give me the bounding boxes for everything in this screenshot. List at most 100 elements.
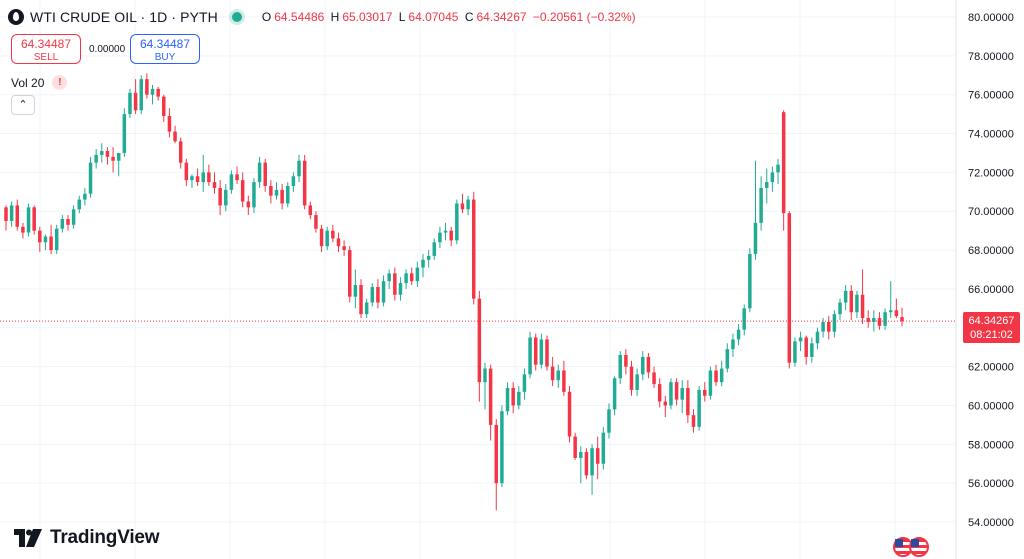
candle-body — [218, 187, 222, 206]
candle-body — [122, 114, 127, 153]
buy-label: BUY — [154, 52, 176, 63]
candle-body — [494, 424, 499, 484]
chevron-up-icon[interactable]: ⌃ — [11, 95, 35, 115]
candle-body — [674, 382, 679, 400]
candle-body — [877, 318, 882, 326]
candle-body — [173, 131, 177, 142]
candle-body — [246, 201, 251, 208]
candle-body — [190, 176, 194, 181]
sell-price: 64.34487 — [20, 37, 72, 51]
symbol-title[interactable]: WTI CRUDE OIL · 1D · PYTH — [30, 9, 218, 25]
candle-body — [477, 298, 482, 383]
buy-button[interactable]: 64.34487 BUY — [130, 34, 200, 64]
currency-flags — [893, 537, 929, 557]
candle-body — [207, 172, 211, 183]
y-tick-label: 80.00000 — [968, 12, 1014, 24]
candle-body — [162, 96, 166, 117]
candle-body — [736, 329, 741, 340]
candle-body — [409, 273, 414, 282]
y-tick-label: 78.00000 — [968, 51, 1014, 63]
tradingview-logo[interactable]: TradingView — [14, 527, 160, 549]
candle-body — [810, 343, 814, 357]
candle-body — [331, 230, 335, 239]
candle-body — [404, 273, 408, 284]
candle-body — [421, 259, 425, 268]
candle-body — [9, 205, 14, 221]
candle-body — [156, 88, 160, 97]
y-tick-label: 72.00000 — [968, 167, 1014, 179]
candle-body — [364, 302, 369, 315]
candle-body — [43, 236, 48, 243]
candle-body — [748, 253, 752, 309]
candle-body — [500, 411, 504, 484]
candle-body — [826, 321, 831, 332]
candle-body — [387, 273, 391, 282]
candle-body — [195, 176, 200, 183]
tradingview-logo-icon — [14, 529, 42, 547]
y-tick-label: 74.00000 — [968, 129, 1014, 141]
candle-body — [274, 189, 279, 196]
close-label: C — [464, 10, 474, 24]
candle-body — [838, 302, 842, 315]
candle-body — [703, 389, 707, 396]
candle-body — [224, 189, 228, 206]
candle-body — [522, 374, 527, 392]
candle-body — [49, 236, 53, 251]
candle-body — [460, 203, 465, 210]
candle-body — [804, 337, 808, 357]
candle-body — [607, 409, 611, 433]
candle-body — [680, 387, 684, 400]
y-tick-label: 62.00000 — [968, 362, 1014, 374]
volume-legend[interactable]: Vol 20 ! — [11, 75, 68, 90]
candle-body — [545, 339, 549, 367]
oil-drop-icon — [8, 9, 24, 25]
candle-body — [257, 162, 262, 183]
candle-body — [612, 378, 617, 410]
candle-body — [376, 286, 380, 303]
open-label: O — [261, 10, 272, 24]
candle-body — [657, 384, 662, 402]
candle-body — [579, 452, 583, 458]
candle-body — [697, 389, 701, 427]
candle-body — [855, 294, 859, 313]
candle-body — [325, 230, 329, 247]
candle-body — [455, 203, 459, 241]
candle-body — [269, 185, 273, 196]
candle-body — [641, 356, 645, 375]
candle-body — [539, 339, 544, 365]
candle-body — [291, 176, 296, 186]
candle-body — [798, 337, 803, 342]
candle-body — [263, 162, 267, 186]
us-flag-icon — [909, 537, 929, 557]
candle-body — [229, 174, 234, 190]
candle-body — [393, 273, 397, 295]
candle-body — [336, 238, 341, 247]
candle-body — [488, 368, 493, 425]
high-label: H — [330, 10, 340, 24]
candle-body — [753, 222, 758, 254]
candle-body — [38, 230, 42, 243]
candle-body — [646, 356, 651, 373]
y-tick-label: 68.00000 — [968, 245, 1014, 257]
y-tick-label: 70.00000 — [968, 206, 1014, 218]
volume-label: Vol 20 — [11, 75, 45, 90]
y-tick-label: 58.00000 — [968, 439, 1014, 451]
candle-body — [663, 401, 668, 406]
candle-body — [742, 308, 746, 330]
candle-body — [708, 370, 713, 396]
candle-body — [415, 267, 420, 282]
sell-button[interactable]: 64.34487 SELL — [11, 34, 81, 64]
candle-body — [139, 79, 143, 111]
warning-icon[interactable]: ! — [52, 75, 68, 90]
close-value: 64.34267 — [476, 10, 527, 24]
candle-body — [252, 182, 256, 208]
candle-body — [359, 285, 363, 315]
candle-body — [866, 318, 870, 322]
candle-body — [66, 219, 70, 225]
sell-label: SELL — [33, 52, 59, 63]
candle-body — [443, 230, 448, 233]
candle-body — [759, 187, 763, 223]
candle-body — [302, 160, 307, 206]
candle-body — [4, 207, 8, 221]
